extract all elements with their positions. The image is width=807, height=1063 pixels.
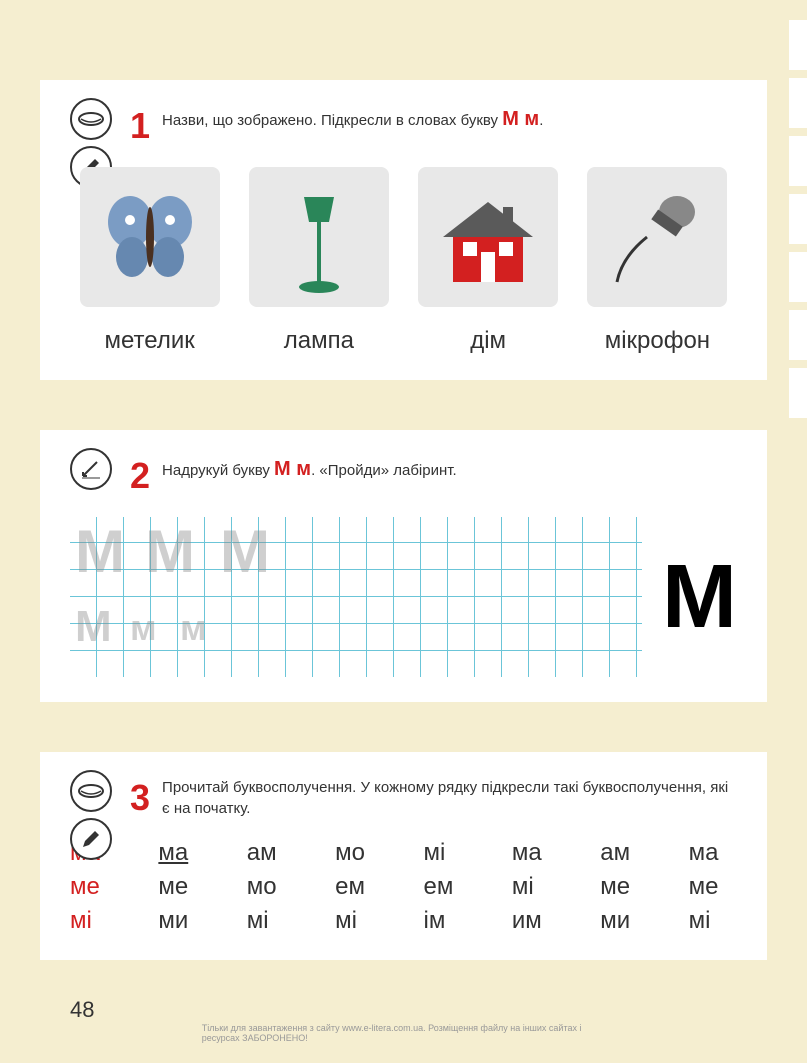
syllable: мі xyxy=(424,839,472,867)
task-icons xyxy=(70,448,112,496)
syllable: ім xyxy=(424,907,472,935)
highlight-letter: М м xyxy=(502,108,539,130)
writing-area: М М М М м м М xyxy=(70,517,737,677)
syllable: ам xyxy=(247,839,295,867)
task-number: 1 xyxy=(130,105,150,147)
task-header: 3 Прочитай буквосполучення. У кожному ря… xyxy=(130,777,737,819)
mouth-icon xyxy=(70,98,112,140)
tab xyxy=(789,310,807,360)
traced-letter: М xyxy=(75,517,125,586)
instruction-text: Надрукуй букву xyxy=(162,462,274,479)
tab xyxy=(789,368,807,418)
section-1: 1 Назви, що зображено. Підкресли в слова… xyxy=(40,80,767,380)
instruction-text: . xyxy=(539,112,543,129)
syllable: ми xyxy=(600,907,648,935)
traced-letter-small: м xyxy=(180,607,207,649)
syllable-table: ма ма ам мо мі ма ам ма ме ме мо ем ем м… xyxy=(70,839,737,935)
syllable: ме xyxy=(689,873,737,901)
syllable-first: мі xyxy=(70,907,118,935)
syllable: ме xyxy=(600,873,648,901)
lamp-icon xyxy=(284,177,354,297)
syllable: ма xyxy=(689,839,737,867)
task-header: 2 Надрукуй букву М м. «Пройди» лабіринт. xyxy=(130,455,737,497)
syllable: ми xyxy=(158,907,206,935)
item-label: дім xyxy=(470,327,506,355)
mouth-icon xyxy=(70,770,112,812)
instruction-text: . «Пройди» лабіринт. xyxy=(311,462,457,479)
traced-letter: М xyxy=(220,517,270,586)
task-number: 2 xyxy=(130,455,150,497)
syllable: ме xyxy=(158,873,206,901)
butterfly-icon xyxy=(100,192,200,282)
section-2: 2 Надрукуй букву М м. «Пройди» лабіринт.… xyxy=(40,430,767,702)
page-number: 48 xyxy=(70,997,94,1023)
syllable: мо xyxy=(247,873,295,901)
item-image-box xyxy=(418,167,558,307)
item-image-box xyxy=(80,167,220,307)
item-lamp: лампа xyxy=(249,167,389,355)
tab xyxy=(789,20,807,70)
traced-letter: М xyxy=(145,517,195,586)
syllable-first: ме xyxy=(70,873,118,901)
item-label: лампа xyxy=(284,327,354,355)
page-tabs xyxy=(789,20,807,418)
write-icon xyxy=(70,448,112,490)
syllable: мі xyxy=(689,907,737,935)
syllable: мі xyxy=(335,907,383,935)
task-instruction: Надрукуй букву М м. «Пройди» лабіринт. xyxy=(162,455,457,483)
syllable: ам xyxy=(600,839,648,867)
footer-note: Тільки для завантаження з сайту www.e-li… xyxy=(202,1023,606,1043)
item-label: мікрофон xyxy=(605,327,710,355)
syllable-row: ма ма ам мо мі ма ам ма xyxy=(70,839,737,867)
syllable: мо xyxy=(335,839,383,867)
microphone-icon xyxy=(602,182,712,292)
traced-letter-small: М xyxy=(75,602,112,652)
syllable: ем xyxy=(335,873,383,901)
traced-letter-small: м xyxy=(130,607,157,649)
item-house: дім xyxy=(418,167,558,355)
section-3: 3 Прочитай буквосполучення. У кожному ря… xyxy=(40,752,767,960)
item-microphone: мікрофон xyxy=(587,167,727,355)
task-instruction: Назви, що зображено. Підкресли в словах … xyxy=(162,105,543,133)
tab xyxy=(789,194,807,244)
task-instruction: Прочитай буквосполучення. У кожному рядк… xyxy=(162,777,737,819)
task-icons xyxy=(70,770,112,866)
syllable: ма xyxy=(158,839,206,867)
house-icon xyxy=(433,187,543,287)
pencil-icon xyxy=(70,818,112,860)
task-number: 3 xyxy=(130,777,150,819)
tab xyxy=(789,252,807,302)
syllable: им xyxy=(512,907,560,935)
syllable: мі xyxy=(512,873,560,901)
writing-grid[interactable]: М М М М м м xyxy=(70,517,642,677)
task-header: 1 Назви, що зображено. Підкресли в слова… xyxy=(130,105,737,147)
tab xyxy=(789,136,807,186)
syllable-row: ме ме мо ем ем мі ме ме xyxy=(70,873,737,901)
items-row: метелик лампа xyxy=(70,167,737,355)
tab xyxy=(789,78,807,128)
syllable: мі xyxy=(247,907,295,935)
highlight-letter: М м xyxy=(274,458,311,480)
syllable: ем xyxy=(424,873,472,901)
item-image-box xyxy=(587,167,727,307)
maze-letter: М xyxy=(662,546,737,649)
item-image-box xyxy=(249,167,389,307)
syllable: ма xyxy=(512,839,560,867)
syllable-row: мі ми мі мі ім им ми мі xyxy=(70,907,737,935)
item-label: метелик xyxy=(105,327,195,355)
instruction-text: Назви, що зображено. Підкресли в словах … xyxy=(162,112,502,129)
item-butterfly: метелик xyxy=(80,167,220,355)
